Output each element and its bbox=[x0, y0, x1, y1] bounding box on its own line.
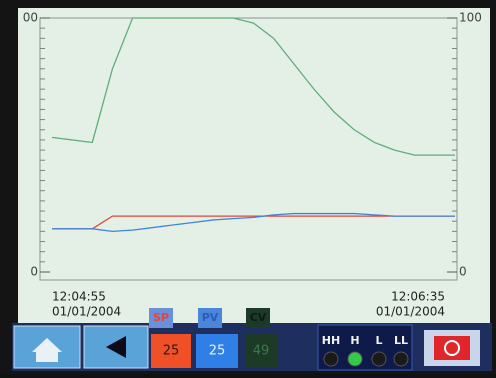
x-date-label: 01/01/2004 bbox=[376, 305, 445, 319]
back-button[interactable] bbox=[84, 326, 148, 368]
alarm-label: H bbox=[350, 334, 359, 347]
y-tick-label: 00 bbox=[23, 11, 38, 25]
legend-label: SP bbox=[153, 311, 169, 324]
screen: 000010012:04:5501/01/200412:06:3501/01/2… bbox=[0, 0, 496, 374]
panel-value: 25 bbox=[163, 344, 180, 359]
panel-value: 49 bbox=[253, 344, 270, 359]
alarm-lamp bbox=[348, 352, 362, 366]
y-tick-label: 0 bbox=[30, 265, 38, 279]
power-button[interactable] bbox=[424, 330, 480, 366]
legend-label: CV bbox=[250, 311, 267, 324]
y2-tick-label: 100 bbox=[459, 11, 482, 25]
power-face bbox=[434, 336, 470, 360]
panel-value: 25 bbox=[209, 344, 226, 359]
x-tick-label: 12:04:55 bbox=[52, 290, 106, 304]
alarm-label: L bbox=[375, 334, 382, 347]
y2-tick-label: 0 bbox=[459, 265, 467, 279]
x-tick-label: 12:06:35 bbox=[391, 290, 445, 304]
alarm-lamp bbox=[324, 352, 338, 366]
alarm-lamp bbox=[372, 352, 386, 366]
home-button[interactable] bbox=[14, 326, 80, 368]
legend-label: PV bbox=[202, 311, 219, 324]
alarm-label: HH bbox=[322, 334, 340, 347]
x-date-label: 01/01/2004 bbox=[52, 305, 121, 319]
alarm-lamp bbox=[394, 352, 408, 366]
alarm-label: LL bbox=[394, 334, 408, 347]
